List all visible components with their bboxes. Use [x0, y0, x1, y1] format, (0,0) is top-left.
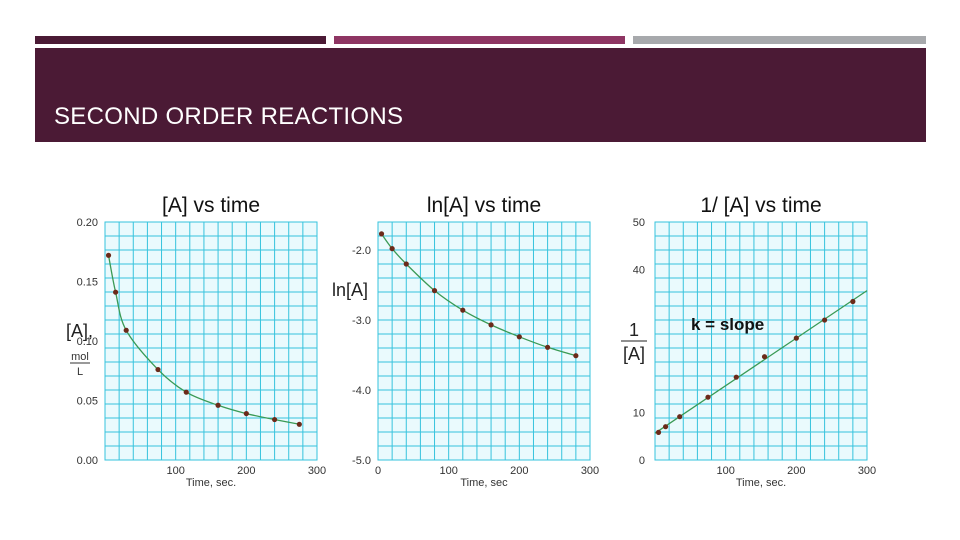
data-point — [431, 288, 438, 294]
y-tick-label: 10 — [633, 407, 645, 419]
x-tick-label: 300 — [308, 465, 326, 477]
data-point — [123, 327, 129, 333]
stripe-dark — [35, 36, 326, 44]
chart-title: 1/ [A] vs time — [700, 194, 821, 217]
y-tick-label: -5.0 — [352, 455, 371, 467]
data-point — [105, 252, 112, 258]
y-unit-numerator: mol — [71, 351, 89, 363]
y-tick-label: -4.0 — [352, 385, 371, 397]
y-unit-denominator: L — [77, 366, 83, 378]
data-point — [403, 261, 409, 267]
data-point — [545, 344, 551, 350]
x-axis-label: Time, sec. — [186, 477, 236, 489]
data-point — [705, 394, 711, 400]
x-tick-label: 200 — [787, 465, 805, 477]
data-point — [850, 298, 856, 305]
data-point — [488, 322, 494, 328]
y-tick-label: 0.15 — [77, 277, 98, 289]
data-point — [215, 402, 221, 408]
data-point — [296, 421, 302, 427]
data-point — [272, 416, 278, 423]
stripe-mid — [334, 36, 625, 44]
header-band: SECOND ORDER REACTIONS — [35, 48, 926, 142]
chart-title: ln[A] vs time — [427, 194, 541, 217]
data-point — [793, 335, 799, 341]
x-tick-label: 100 — [166, 465, 184, 477]
stripe-gray — [633, 36, 926, 44]
x-tick-label: 100 — [716, 465, 734, 477]
y-tick-label: -3.0 — [352, 315, 371, 327]
data-point — [733, 374, 739, 380]
y-tick-label: -2.0 — [352, 245, 371, 257]
y-axis-label: ln[A] — [332, 280, 368, 300]
data-point — [183, 389, 189, 395]
plot-area — [654, 221, 868, 461]
data-point — [389, 246, 395, 252]
y-tick-label: 0.20 — [77, 217, 98, 229]
concentration-vs-time-chart: [A] vs time 100 200 300 Time, sec. 0.20 0.15 0.… — [66, 194, 326, 489]
x-axis-label: Time, sec — [460, 477, 508, 489]
y-tick-label: 50 — [633, 217, 645, 229]
data-point — [460, 307, 466, 313]
data-point — [822, 317, 828, 323]
data-point — [378, 231, 385, 237]
y-tick-label: 40 — [633, 265, 645, 277]
y-tick-label: 0 — [639, 455, 645, 467]
y-axis-label-denominator: [A] — [623, 344, 645, 364]
x-tick-label: 200 — [237, 465, 255, 477]
plot-area — [104, 221, 318, 461]
slide-title: SECOND ORDER REACTIONS — [54, 103, 404, 130]
data-point — [155, 366, 161, 373]
data-point — [655, 429, 662, 435]
fit-curve — [654, 290, 868, 434]
data-point — [677, 414, 683, 420]
data-point — [573, 353, 579, 359]
data-point — [243, 410, 249, 417]
slope-annotation: k = slope — [691, 315, 764, 334]
x-tick-label: 0 — [375, 465, 381, 477]
x-tick-label: 200 — [510, 465, 528, 477]
y-tick-label: 0.05 — [77, 396, 98, 408]
y-axis-label-numerator: 1 — [629, 320, 639, 340]
x-tick-label: 300 — [581, 465, 599, 477]
data-point — [761, 354, 768, 360]
plot-area — [377, 221, 591, 461]
x-axis-label: Time, sec. — [736, 477, 786, 489]
ln-concentration-vs-time-chart: ln[A] vs time 0 100 200 300 Time, sec -2.0 -3.0… — [332, 194, 599, 489]
x-tick-label: 100 — [439, 465, 457, 477]
y-tick-label: 0.10 — [77, 336, 98, 348]
x-tick-label: 300 — [858, 465, 876, 477]
y-axis-label: [A], — [66, 321, 93, 341]
data-point — [516, 334, 522, 340]
y-tick-label: 0.00 — [77, 455, 98, 467]
chart-title: [A] vs time — [162, 194, 260, 217]
data-point — [113, 289, 119, 295]
data-point — [663, 424, 669, 430]
